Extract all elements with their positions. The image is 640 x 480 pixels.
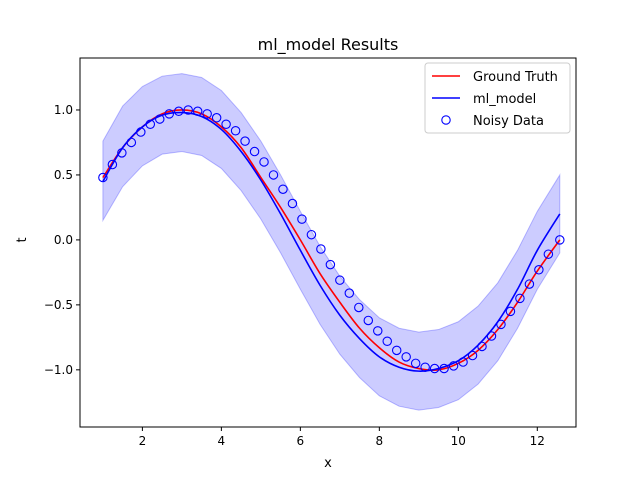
legend-label: Ground Truth: [473, 70, 558, 85]
noisy-data-point: [249, 146, 260, 157]
noisy-data-point: [221, 119, 231, 130]
noisy-data-point: [477, 341, 487, 352]
noisy-data-point: [467, 350, 478, 361]
noisy-data-point: [297, 214, 307, 224]
noisy-data-point: [382, 336, 392, 346]
noisy-data-point: [164, 109, 175, 119]
noisy-data-point: [496, 319, 506, 330]
noisy-data-point: [524, 279, 535, 289]
x-tick-label: 2: [139, 434, 147, 448]
noisy-data-point: [107, 159, 118, 170]
noisy-data-point: [448, 361, 459, 371]
noisy-data-point: [373, 326, 383, 336]
legend-marker-noisy-data: [441, 115, 451, 125]
noisy-data-point: [401, 352, 411, 362]
noisy-data-point: [420, 362, 430, 372]
noisy-data-point: [268, 170, 279, 180]
noisy-data-point: [325, 259, 336, 270]
y-tick-label: 0.0: [54, 233, 73, 247]
noisy-data-point: [306, 229, 317, 240]
legend-label: ml_model: [473, 92, 536, 107]
y-tick-label: 1.0: [54, 103, 73, 117]
noisy-data-point: [183, 105, 193, 115]
noisy-data-point: [543, 249, 554, 259]
noisy-data-point: [117, 148, 127, 158]
noisy-data-point: [354, 302, 364, 313]
noisy-data-point: [192, 106, 203, 117]
noisy-data-point: [287, 198, 298, 209]
legend-box: [424, 62, 571, 134]
noisy-data-point: [363, 315, 374, 326]
y-tick-label: −1.0: [44, 363, 73, 377]
x-tick-label: 4: [218, 434, 226, 448]
series-line-ml-model: [102, 111, 561, 372]
y-tick-label: −0.5: [44, 298, 73, 312]
x-tick-label: 8: [376, 434, 384, 448]
chart-title: ml_model Results: [258, 35, 399, 55]
noisy-data-point: [230, 126, 241, 136]
noisy-data-point: [240, 136, 250, 146]
x-axis-label: x: [324, 456, 332, 471]
noisy-data-point: [439, 363, 449, 374]
noisy-data-point: [391, 345, 402, 356]
noisy-data-point: [259, 157, 269, 167]
x-tick-label: 10: [451, 434, 466, 448]
y-axis-label: t: [15, 237, 30, 242]
noisy-data-point: [344, 288, 355, 298]
x-tick-label: 12: [530, 434, 545, 448]
noisy-data-point: [486, 331, 497, 341]
noisy-data-point: [534, 265, 544, 275]
axes-frame: [79, 57, 577, 428]
noisy-data-point: [458, 357, 468, 367]
uncertainty-band: [102, 73, 561, 411]
noisy-data-point: [429, 363, 440, 374]
noisy-data-point: [555, 235, 565, 245]
legend-label: Noisy Data: [473, 114, 544, 129]
noisy-data-point: [211, 113, 222, 123]
noisy-data-point: [145, 119, 156, 130]
noisy-data-point: [316, 244, 326, 254]
plot-area: 2 4 6 8 10 12 −1.0 −0.5 0.0 0.5 1.0: [44, 57, 577, 448]
noisy-data-point: [173, 106, 184, 117]
series-line-ground-truth: [102, 109, 561, 371]
legend: Ground Truth ml_model Noisy Data: [424, 62, 571, 134]
noisy-data-point: [278, 184, 288, 194]
noisy-data-point: [126, 137, 137, 148]
noisy-data-point: [136, 127, 146, 137]
y-tick-label: 0.5: [54, 168, 73, 182]
noisy-data-point: [515, 293, 525, 304]
noisy-data-point: [505, 306, 516, 317]
x-tick-label: 6: [297, 434, 305, 448]
noisy-data-point: [202, 109, 212, 119]
noisy-data-point: [98, 172, 108, 183]
noisy-data-point: [335, 275, 345, 285]
noisy-data-point: [155, 114, 165, 124]
noisy-data-point: [410, 358, 421, 369]
